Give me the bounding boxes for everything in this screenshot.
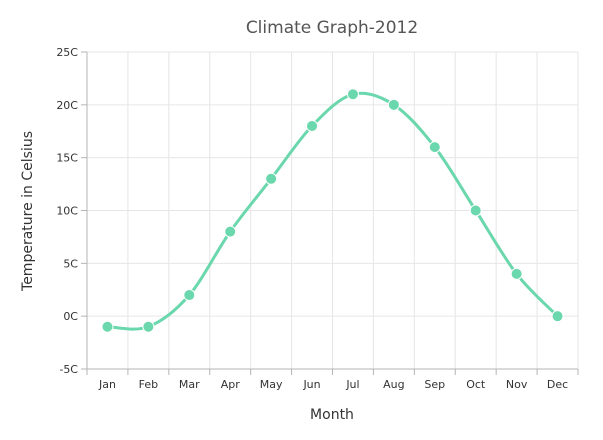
x-tick-label: Apr: [221, 378, 241, 391]
data-point[interactable]: [183, 289, 196, 302]
data-point[interactable]: [469, 204, 482, 217]
x-tick-label: Dec: [547, 378, 568, 391]
y-axis-title: Temperature in Celsius: [20, 131, 36, 292]
x-axis-title: Month: [310, 407, 354, 423]
data-point[interactable]: [387, 98, 400, 111]
x-tick-label: Jan: [98, 378, 116, 391]
y-tick-label: 25C: [56, 46, 78, 59]
x-tick-label: Mar: [179, 378, 200, 391]
data-point[interactable]: [510, 267, 523, 280]
data-point[interactable]: [306, 119, 319, 132]
x-tick-label: Jun: [302, 378, 320, 391]
data-point[interactable]: [224, 225, 237, 238]
y-tick-label: 20C: [56, 99, 78, 112]
x-tick-label: Jul: [345, 378, 359, 391]
y-tick-label: 0C: [63, 310, 78, 323]
x-tick-label: Feb: [139, 378, 158, 391]
y-tick-label: 15C: [56, 152, 78, 165]
x-tick-label: Sep: [424, 378, 445, 391]
data-point[interactable]: [551, 310, 564, 323]
y-tick-label: 5C: [63, 257, 78, 270]
data-point[interactable]: [265, 172, 278, 185]
x-tick-label: Aug: [383, 378, 404, 391]
data-point[interactable]: [101, 320, 114, 333]
data-point[interactable]: [346, 88, 359, 101]
y-tick-label: -5C: [59, 363, 78, 376]
x-tick-label: Oct: [466, 378, 486, 391]
data-point[interactable]: [428, 141, 441, 154]
chart-title: Climate Graph-2012: [246, 18, 418, 38]
series: [101, 88, 564, 333]
y-tick-label: 10C: [56, 205, 78, 218]
y-axis-ticks: -5C 0C 5C 10C 15C 20C 25C: [56, 46, 78, 376]
data-point[interactable]: [142, 320, 155, 333]
x-tick-label: May: [260, 378, 283, 391]
x-tick-label: Nov: [506, 378, 528, 391]
axes: [81, 51, 579, 375]
x-axis-ticks: Jan Feb Mar Apr May Jun Jul Aug Sep Oct Nov Dec: [98, 378, 568, 391]
